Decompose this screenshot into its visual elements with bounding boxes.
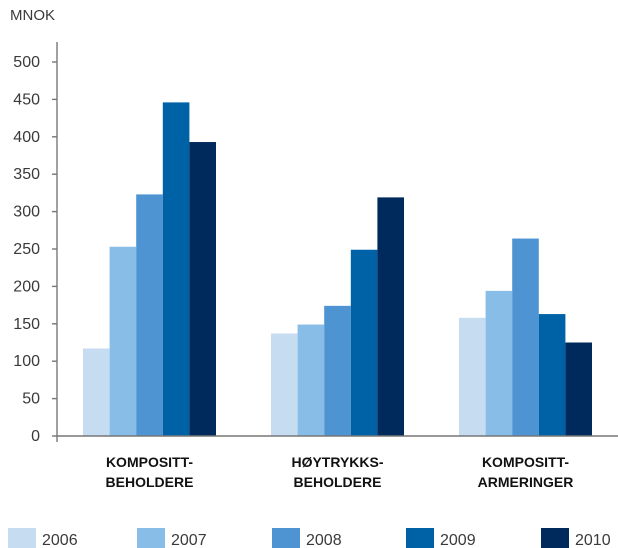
bar-2010-group-3 — [565, 342, 592, 436]
bars — [83, 102, 592, 436]
bar-2010-group-2 — [377, 197, 404, 436]
y-tick-label: 450 — [13, 91, 40, 108]
legend-label-2009: 2009 — [440, 532, 476, 548]
legend-swatch-2006 — [8, 528, 36, 548]
y-tick-label: 400 — [13, 129, 40, 146]
y-axis-unit-label: MNOK — [10, 7, 55, 24]
category-label: HØYTRYKKS- — [291, 454, 383, 470]
y-tick-label: 200 — [13, 278, 40, 295]
legend-label-2006: 2006 — [42, 532, 78, 548]
bar-2008-group-2 — [324, 305, 351, 436]
category-labels: KOMPOSITT- BEHOLDERE HØYTRYKKS- BEHOLDERE KO… — [106, 454, 574, 490]
legend: 2006 2007 2008 2009 2010 — [8, 528, 611, 548]
bar-2007-group-1 — [109, 246, 137, 436]
legend-swatch-2008 — [272, 528, 300, 548]
y-tick-label: 0 — [31, 428, 40, 445]
category-label: BEHOLDERE — [106, 474, 194, 490]
bar-2006-group-2 — [271, 333, 298, 436]
bar-2006-group-3 — [459, 317, 486, 436]
legend-label-2008: 2008 — [306, 532, 342, 548]
category-label: KOMPOSITT- — [106, 454, 193, 470]
y-tick-label: 300 — [13, 204, 40, 221]
legend-swatch-2007 — [137, 528, 165, 548]
category-label: ARMERINGER — [478, 474, 574, 490]
bar-2006-group-1 — [83, 348, 110, 436]
bar-2008-group-1 — [136, 194, 163, 436]
bar-2009-group-2 — [350, 249, 378, 436]
y-tick-label: 150 — [13, 316, 40, 333]
bar-2007-group-3 — [485, 290, 513, 436]
legend-swatch-2009 — [406, 528, 434, 548]
bar-2009-group-1 — [162, 102, 190, 436]
bar-2009-group-3 — [538, 314, 566, 436]
y-tick-label: 250 — [13, 241, 40, 258]
y-tick-label: 50 — [22, 391, 40, 408]
y-tick-label: 100 — [13, 353, 40, 370]
legend-label-2007: 2007 — [171, 532, 207, 548]
bar-2007-group-2 — [297, 324, 325, 436]
bar-2008-group-3 — [512, 238, 539, 436]
category-label: KOMPOSITT- — [482, 454, 569, 470]
y-tick-label: 350 — [13, 166, 40, 183]
category-label: BEHOLDERE — [294, 474, 382, 490]
bar-2010-group-1 — [189, 142, 216, 436]
y-axis-ticks: 0 50 100 150 200 250 300 350 400 450 500 — [13, 54, 57, 445]
legend-swatch-2010 — [541, 528, 569, 548]
y-tick-label: 500 — [13, 54, 40, 71]
legend-label-2010: 2010 — [575, 532, 611, 548]
